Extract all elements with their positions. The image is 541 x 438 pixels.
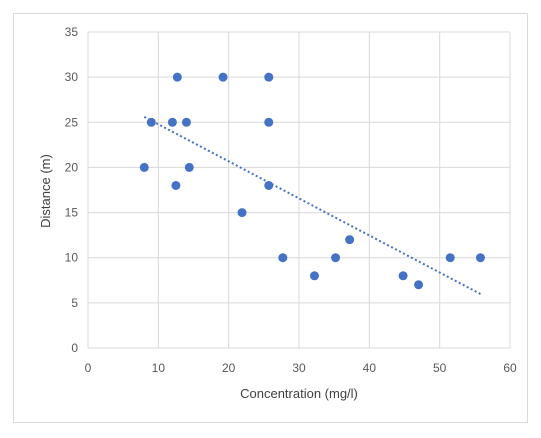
y-tick-label-4: 20 <box>65 160 79 174</box>
x-tick-label-1: 10 <box>152 361 166 375</box>
y-tick-label-6: 30 <box>65 70 79 84</box>
data-point-11 <box>264 180 274 190</box>
data-point-9 <box>264 72 274 82</box>
y-axis-title: Distance (m) <box>38 154 53 228</box>
data-point-1 <box>146 117 156 127</box>
trendline-group <box>143 115 483 296</box>
x-tick-label-5: 50 <box>433 361 447 375</box>
data-point-16 <box>398 271 408 281</box>
data-point-18 <box>445 253 455 263</box>
data-point-7 <box>218 72 228 82</box>
trendline <box>143 115 483 296</box>
data-point-17 <box>414 280 424 290</box>
data-point-12 <box>278 253 288 263</box>
data-point-10 <box>264 117 274 127</box>
chart-frame <box>13 13 528 423</box>
y-tick-label-1: 5 <box>71 296 78 310</box>
y-tick-label-3: 15 <box>65 206 79 220</box>
x-tick-label-2: 20 <box>222 361 236 375</box>
data-point-3 <box>171 180 181 190</box>
y-tick-label-5: 25 <box>65 115 79 129</box>
data-point-6 <box>184 162 194 172</box>
y-tick-label-7: 35 <box>65 25 79 39</box>
data-point-0 <box>139 162 149 172</box>
data-point-4 <box>172 72 182 82</box>
data-point-13 <box>309 271 319 281</box>
x-tick-label-4: 40 <box>363 361 377 375</box>
data-points <box>139 72 485 290</box>
grid-lines <box>87 31 511 349</box>
y-tick-label-2: 10 <box>65 251 79 265</box>
y-tick-labels: 0 5 10 15 20 25 30 35 <box>65 25 79 355</box>
data-point-14 <box>331 253 341 263</box>
x-tick-label-3: 30 <box>292 361 306 375</box>
data-point-19 <box>475 253 485 263</box>
data-point-2 <box>167 117 177 127</box>
x-axis-title: Concentration (mg/l) <box>240 386 358 401</box>
y-tick-label-0: 0 <box>71 341 78 355</box>
x-tick-label-6: 60 <box>503 361 517 375</box>
x-tick-labels: 0 10 20 30 40 50 60 <box>85 361 517 375</box>
data-point-5 <box>181 117 191 127</box>
x-tick-label-0: 0 <box>85 361 92 375</box>
data-point-8 <box>237 208 247 218</box>
data-point-15 <box>345 235 355 245</box>
